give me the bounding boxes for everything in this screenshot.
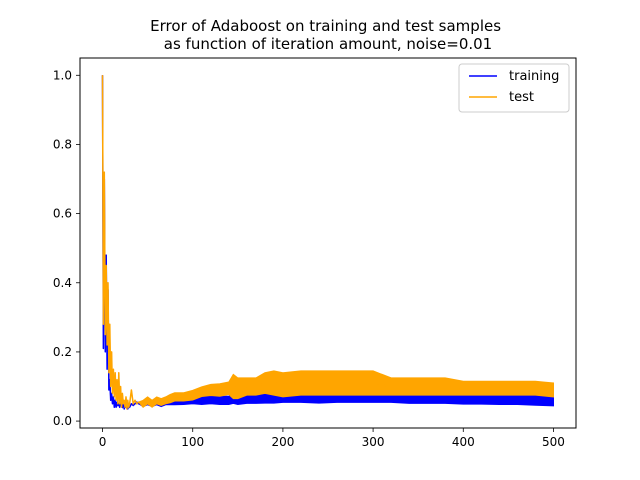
legend-label-test: test: [509, 90, 534, 105]
x-tick-label: 500: [542, 435, 565, 449]
plot-frame: [79, 57, 577, 429]
series-layer: [101, 75, 554, 410]
y-tick-label: 0.8: [53, 137, 72, 151]
y-tick-label: 0.4: [53, 276, 72, 290]
legend-label-training: training: [509, 69, 559, 84]
series-line-test: [101, 75, 554, 410]
y-tick-label: 0.6: [53, 207, 72, 221]
y-tick-label: 0.0: [53, 414, 72, 428]
x-tick-label: 300: [362, 435, 385, 449]
chart-title: Error of Adaboost on training and test s…: [150, 17, 506, 53]
y-tick-label: 1.0: [53, 68, 72, 82]
series-test: [101, 75, 554, 410]
chart-title-line-2: as function of iteration amount, noise=0…: [164, 35, 492, 53]
y-tick-label: 0.2: [53, 345, 72, 359]
chart-title-line-1: Error of Adaboost on training and test s…: [150, 17, 501, 35]
x-tick-label: 400: [452, 435, 475, 449]
y-axis: 0.0 0.2 0.4 0.6 0.8 1.0: [53, 68, 80, 428]
x-tick-label: 200: [271, 435, 294, 449]
x-axis: 0 100 200 300 400 500: [99, 428, 565, 449]
legend: training test: [458, 63, 570, 113]
x-tick-label: 0: [99, 435, 107, 449]
x-tick-label: 100: [181, 435, 204, 449]
plot-area: 0 100 200 300 400 500 0.0 0.2 0.4 0.6 0.8 1.0: [53, 57, 577, 449]
